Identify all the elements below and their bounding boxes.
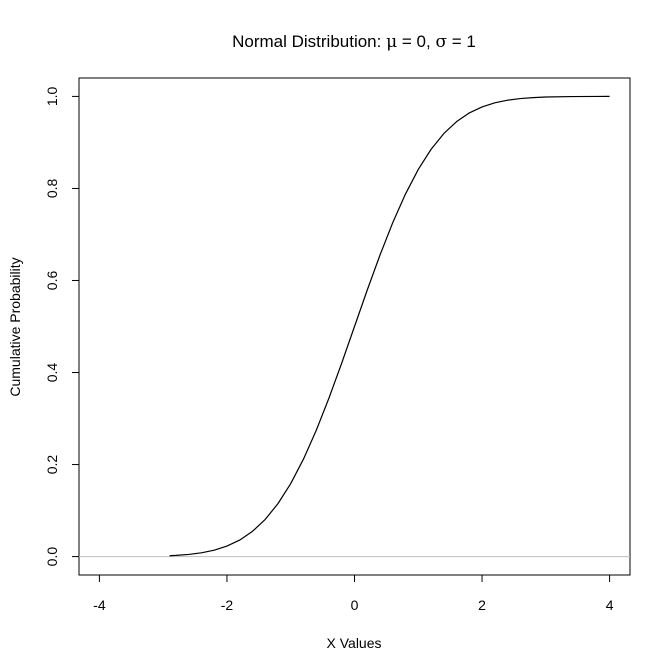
title-prefix: Normal Distribution: <box>232 32 386 51</box>
chart-title: Normal Distribution: μ = 0, σ = 1 <box>232 32 476 52</box>
y-tick-label: 0.8 <box>44 179 60 199</box>
x-tick-label: 4 <box>606 597 614 613</box>
y-tick-label: 0.6 <box>44 271 60 291</box>
x-tick-label: -2 <box>221 597 234 613</box>
sigma-symbol: σ <box>435 32 447 52</box>
y-tick-label: 1.0 <box>44 86 60 106</box>
y-tick-label: 0.4 <box>44 363 60 383</box>
y-axis: 0.0 0.2 0.4 0.6 0.8 1.0 <box>44 86 80 567</box>
x-tick-label: 0 <box>351 597 359 613</box>
x-tick-label: -4 <box>93 597 106 613</box>
x-axis-label: X Values <box>327 635 382 651</box>
mu-symbol: μ <box>386 32 397 52</box>
title-mu-value: = 0, <box>397 32 435 51</box>
y-tick-label: 0.0 <box>44 547 60 567</box>
x-tick-label: 2 <box>478 597 486 613</box>
series-group <box>169 95 610 557</box>
x-axis: -4 -2 0 2 4 <box>93 574 614 613</box>
y-axis-label: Cumulative Probability <box>7 257 23 396</box>
title-sigma-value: = 1 <box>447 32 476 51</box>
y-tick-label: 0.2 <box>44 455 60 475</box>
cdf-series-line <box>169 95 610 557</box>
